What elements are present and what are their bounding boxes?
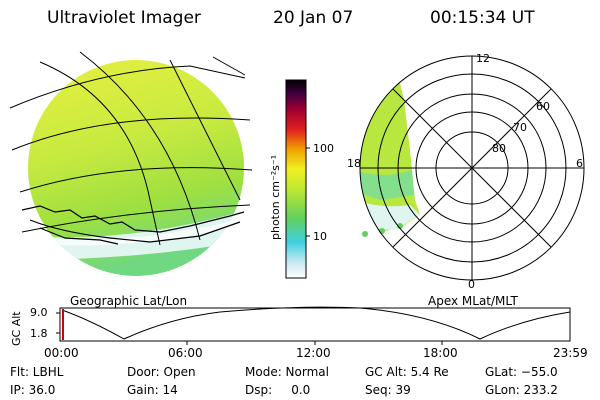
mode-info: Mode: Normal [245,365,329,379]
time-label: 00:15:34 UT [430,8,535,28]
mlat-60: 60 [536,100,550,113]
glon-info: GLon: 233.2 [485,383,558,397]
time-tick-2359: 23:59 [553,346,588,360]
dsp-info: Dsp: 0.0 [245,383,311,397]
instrument-title: Ultraviolet Imager [47,8,201,28]
mlt-6: 6 [576,157,583,170]
altitude-curve [61,306,571,340]
mlat-80: 80 [492,142,506,155]
ip-info: IP: 36.0 [10,383,56,397]
colorbar-tick-10: 10 [313,230,327,243]
time-tick-0600: 06:00 [168,346,203,360]
mlt-18: 18 [347,157,361,170]
seq-info: Seq: 39 [365,383,411,397]
aurora-band [28,212,244,260]
date-label: 20 Jan 07 [273,8,354,28]
polar-plot: 12 18 6 0 60 70 80 [347,52,585,291]
mlat-70: 70 [513,121,527,134]
alt-tick-1-8: 1.8 [30,327,48,340]
altitude-plot: GC Alt 9.0 1.8 [10,306,571,346]
door-info: Door: Open [127,365,196,379]
coastline [21,205,245,245]
gain-info: Gain: 14 [127,383,178,397]
alt-tick-9: 9.0 [30,306,48,319]
mlt-0: 0 [468,278,475,291]
colorbar [285,79,307,279]
gcalt-info: GC Alt: 5.4 Re [365,365,449,379]
colorbar-tick-100: 100 [313,142,334,155]
glat-info: GLat: −55.0 [485,365,558,379]
earth-disk [28,60,244,276]
apex-label: Apex MLat/MLT [428,294,518,308]
time-tick-1200: 12:00 [296,346,331,360]
geographic-image [9,51,253,276]
altitude-ylabel: GC Alt [10,311,23,346]
time-tick-1800: 18:00 [423,346,458,360]
colorbar-unit-label: photon cm⁻²s⁻¹ [269,155,282,240]
flt-info: Flt: LBHL [10,365,64,379]
geographic-label: Geographic Lat/Lon [70,294,188,308]
mlt-12: 12 [476,52,490,65]
time-tick-0000: 00:00 [44,346,79,360]
